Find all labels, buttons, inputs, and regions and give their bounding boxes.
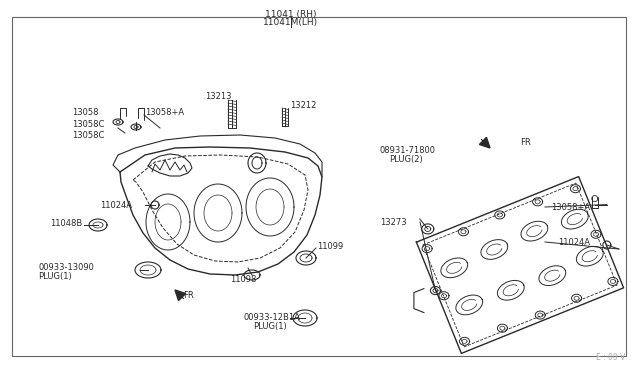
- Text: 11041 (RH): 11041 (RH): [265, 10, 317, 19]
- Text: 13212: 13212: [290, 100, 316, 109]
- Text: 13213: 13213: [205, 92, 231, 100]
- Text: 13058+A: 13058+A: [551, 202, 590, 212]
- Text: 13058C: 13058C: [72, 131, 104, 140]
- Text: 13058C: 13058C: [72, 119, 104, 128]
- Text: 13058+A: 13058+A: [145, 108, 184, 116]
- Text: 13273: 13273: [380, 218, 406, 227]
- Text: 11098: 11098: [230, 276, 257, 285]
- Text: E : 00 V: E : 00 V: [596, 353, 625, 362]
- Polygon shape: [479, 137, 490, 148]
- Text: PLUG(2): PLUG(2): [389, 154, 423, 164]
- Text: 11099: 11099: [317, 241, 343, 250]
- Text: 11041M(LH): 11041M(LH): [264, 18, 319, 27]
- Text: PLUG(1): PLUG(1): [38, 273, 72, 282]
- Text: 11024A: 11024A: [558, 237, 590, 247]
- Polygon shape: [175, 290, 186, 301]
- Text: 11024A: 11024A: [100, 201, 132, 209]
- Text: 08931-71800: 08931-71800: [380, 145, 436, 154]
- Text: 11048B: 11048B: [50, 218, 83, 228]
- Text: 00933-12B1A: 00933-12B1A: [244, 314, 301, 323]
- Text: FR: FR: [520, 138, 531, 147]
- Text: PLUG(1): PLUG(1): [253, 323, 287, 331]
- Text: 13058: 13058: [72, 108, 99, 116]
- Text: 00933-13090: 00933-13090: [38, 263, 94, 273]
- Text: FR: FR: [183, 291, 194, 299]
